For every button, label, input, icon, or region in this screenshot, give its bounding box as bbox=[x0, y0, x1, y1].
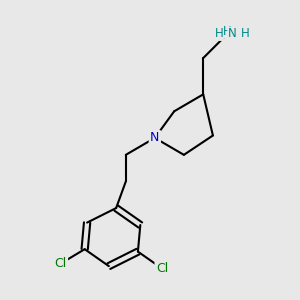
Text: H: H bbox=[241, 27, 250, 40]
Text: Cl: Cl bbox=[156, 262, 168, 275]
Text: N: N bbox=[228, 27, 237, 40]
Text: H: H bbox=[214, 27, 223, 40]
Text: Cl: Cl bbox=[54, 257, 67, 270]
Text: H: H bbox=[223, 25, 232, 38]
Text: N: N bbox=[150, 131, 160, 144]
